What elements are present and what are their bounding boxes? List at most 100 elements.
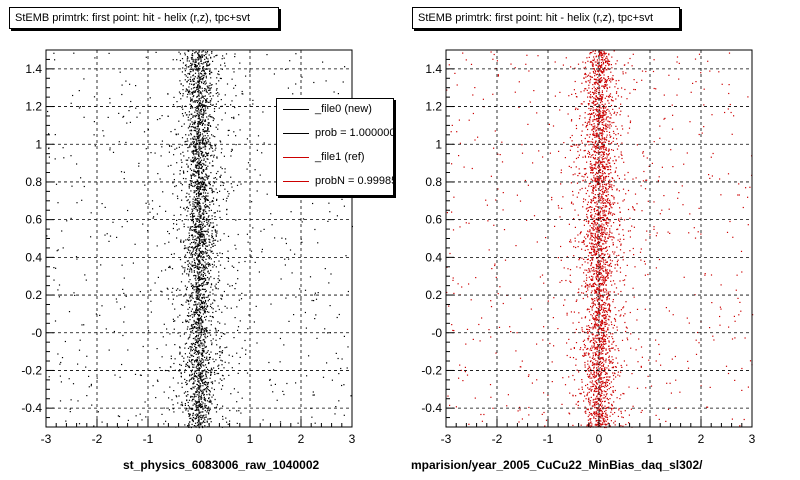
- data-point: [197, 164, 199, 166]
- data-point: [196, 258, 198, 260]
- data-point: [200, 239, 203, 241]
- data-point: [202, 275, 204, 277]
- data-point: [204, 72, 206, 74]
- data-point: [642, 180, 644, 182]
- data-point: [492, 93, 494, 95]
- data-point: [191, 377, 193, 379]
- data-point: [192, 419, 194, 421]
- data-point: [213, 367, 215, 369]
- data-point: [328, 202, 330, 204]
- data-point: [207, 127, 209, 129]
- data-point: [193, 212, 195, 215]
- data-point: [200, 109, 202, 111]
- data-point: [601, 294, 603, 297]
- data-point: [142, 223, 144, 225]
- data-point: [233, 116, 235, 118]
- data-point: [229, 285, 231, 287]
- data-point: [185, 391, 187, 393]
- data-point: [674, 355, 676, 358]
- data-point: [189, 123, 191, 125]
- data-point: [219, 338, 221, 340]
- data-point: [231, 265, 233, 267]
- data-point: [224, 103, 226, 106]
- data-point: [624, 313, 626, 315]
- data-point: [194, 86, 196, 89]
- data-point: [199, 376, 201, 378]
- data-point: [106, 233, 108, 235]
- data-point: [608, 362, 611, 364]
- data-point: [675, 379, 677, 381]
- data-point: [123, 292, 125, 294]
- data-point: [212, 222, 214, 224]
- data-point: [207, 418, 209, 420]
- data-point: [80, 177, 82, 179]
- data-point: [210, 103, 212, 105]
- data-point: [195, 401, 197, 403]
- data-point: [205, 57, 208, 59]
- data-point: [197, 202, 199, 204]
- data-point: [230, 183, 232, 185]
- data-point: [194, 351, 196, 353]
- data-point: [209, 114, 211, 116]
- data-point: [201, 401, 203, 403]
- data-point: [199, 412, 201, 414]
- data-point: [494, 130, 496, 132]
- data-point: [659, 125, 661, 127]
- data-point: [608, 336, 610, 338]
- data-point: [202, 225, 204, 227]
- data-point: [197, 69, 199, 71]
- data-point: [644, 188, 647, 190]
- data-point: [507, 394, 509, 396]
- data-point: [192, 69, 194, 71]
- data-point: [211, 190, 213, 192]
- data-point: [261, 251, 263, 253]
- data-point: [207, 408, 209, 410]
- data-point: [194, 72, 197, 74]
- data-point: [216, 192, 218, 194]
- data-point: [192, 80, 194, 82]
- data-point: [195, 409, 197, 412]
- data-point: [203, 210, 205, 212]
- data-point: [190, 163, 192, 166]
- data-point: [209, 63, 211, 65]
- data-point: [223, 378, 225, 380]
- data-point: [193, 169, 195, 171]
- data-point: [218, 70, 220, 72]
- data-point: [196, 218, 198, 220]
- data-point: [196, 205, 198, 207]
- data-point: [161, 413, 163, 415]
- data-point: [250, 255, 252, 257]
- data-point: [76, 258, 78, 260]
- data-point: [598, 64, 600, 67]
- data-point: [216, 232, 218, 234]
- data-point: [627, 115, 629, 117]
- data-point: [203, 306, 205, 308]
- data-point: [237, 233, 239, 236]
- data-point: [588, 353, 590, 355]
- data-point: [592, 399, 594, 401]
- data-point: [203, 54, 205, 57]
- data-point: [341, 358, 343, 360]
- data-point: [597, 307, 599, 309]
- data-point: [196, 297, 198, 299]
- data-point: [300, 238, 302, 240]
- data-point: [205, 390, 207, 392]
- data-point: [216, 353, 218, 355]
- data-point: [614, 318, 616, 321]
- data-point: [601, 327, 603, 330]
- data-point: [195, 353, 197, 355]
- data-point: [196, 388, 198, 390]
- data-point: [202, 63, 204, 65]
- data-point: [191, 264, 193, 267]
- data-point: [589, 160, 592, 163]
- data-point: [194, 262, 196, 264]
- data-point: [212, 358, 214, 360]
- data-point: [88, 386, 90, 388]
- data-point: [196, 248, 198, 250]
- data-point: [208, 89, 210, 91]
- data-point: [606, 136, 608, 138]
- data-point: [201, 255, 203, 257]
- data-point: [185, 293, 187, 295]
- data-point: [592, 146, 594, 148]
- data-point: [129, 106, 131, 108]
